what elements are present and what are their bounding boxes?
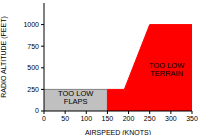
svg-text:250: 250 xyxy=(27,86,39,93)
svg-text:AIRSPEED (KNOTS): AIRSPEED (KNOTS) xyxy=(85,129,151,135)
svg-text:300: 300 xyxy=(165,115,177,122)
svg-text:0: 0 xyxy=(42,115,46,122)
svg-text:0: 0 xyxy=(35,107,39,114)
svg-text:250: 250 xyxy=(144,115,156,122)
svg-text:50: 50 xyxy=(61,115,69,122)
svg-text:500: 500 xyxy=(27,64,39,71)
svg-text:TOO LOWFLAPS: TOO LOWFLAPS xyxy=(58,89,94,106)
svg-text:350: 350 xyxy=(186,115,192,122)
svg-text:150: 150 xyxy=(102,115,114,122)
svg-text:200: 200 xyxy=(123,115,135,122)
svg-text:TOO LOWTERRAIN: TOO LOWTERRAIN xyxy=(149,61,185,78)
svg-text:1000: 1000 xyxy=(23,21,39,28)
svg-text:100: 100 xyxy=(80,115,92,122)
svg-text:RADIO ALTITUDE (FEET): RADIO ALTITUDE (FEET) xyxy=(8,16,9,98)
svg-text:750: 750 xyxy=(27,43,39,50)
